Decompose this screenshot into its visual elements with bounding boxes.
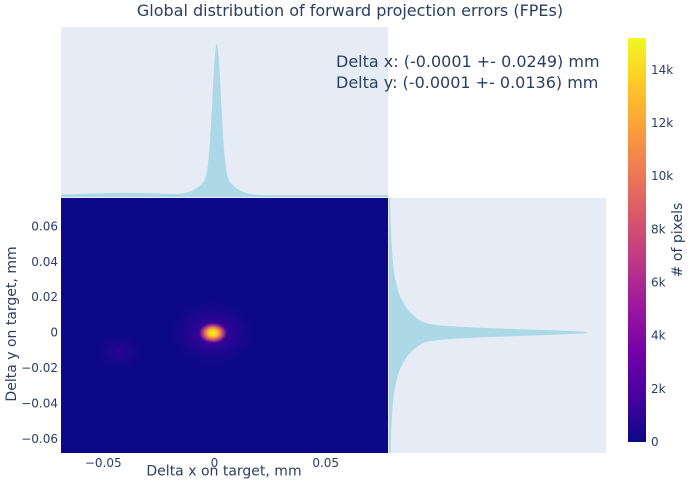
x-axis-ticks: −0.05 0 0.05 xyxy=(85,456,339,470)
colorbar-tick-label: 6k xyxy=(651,276,666,290)
chart-title: Global distribution of forward projectio… xyxy=(137,1,563,20)
y-axis-title: Delta y on target, mm xyxy=(4,246,20,401)
colorbar-tick-label: 0 xyxy=(651,435,659,449)
x-tick-label: −0.05 xyxy=(85,456,122,470)
stats-annotation-x: Delta x: (-0.0001 +- 0.0249) mm xyxy=(336,52,600,71)
y-tick-label: −0.02 xyxy=(21,361,58,375)
colorbar-ticks: 0 2k 4k 6k 8k 10k 12k 14k xyxy=(651,63,673,449)
colorbar-title: # of pixels xyxy=(670,203,686,278)
x-tick-label: 0.05 xyxy=(312,456,339,470)
x-axis-title: Delta x on target, mm xyxy=(146,464,301,480)
colorbar xyxy=(628,38,646,442)
y-tick-label: 0.06 xyxy=(31,219,58,233)
heatmap-peak xyxy=(198,322,228,344)
y-tick-label: 0 xyxy=(50,326,58,340)
colorbar-tick-label: 10k xyxy=(651,169,673,183)
colorbar-tick-label: 14k xyxy=(651,63,673,77)
colorbar-tick-label: 2k xyxy=(651,382,666,396)
top-marginal-histogram xyxy=(61,43,388,198)
heatmap xyxy=(61,198,388,453)
colorbar-tick-label: 8k xyxy=(651,222,666,236)
y-axis-ticks: 0.06 0.04 0.02 0 −0.02 −0.04 −0.06 xyxy=(21,219,58,446)
y-tick-label: −0.06 xyxy=(21,432,58,446)
y-tick-label: 0.02 xyxy=(31,290,58,304)
y-tick-label: −0.04 xyxy=(21,396,58,410)
heatmap-left-spot xyxy=(90,330,150,374)
y-tick-label: 0.04 xyxy=(31,255,58,269)
right-marginal-histogram xyxy=(389,198,589,453)
x-tick-label: 0 xyxy=(211,456,219,470)
colorbar-tick-label: 12k xyxy=(651,116,673,130)
colorbar-tick-label: 4k xyxy=(651,329,666,343)
stats-annotation-y: Delta y: (-0.0001 +- 0.0136) mm xyxy=(336,73,598,92)
